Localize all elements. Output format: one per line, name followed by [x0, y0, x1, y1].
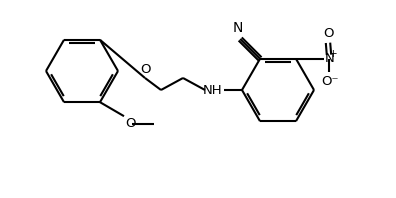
Text: N: N [233, 21, 244, 35]
Text: NH: NH [202, 84, 222, 96]
Text: O⁻: O⁻ [321, 75, 339, 88]
Text: N: N [325, 52, 335, 65]
Text: O: O [323, 27, 333, 40]
Text: O: O [140, 63, 150, 76]
Text: +: + [329, 49, 337, 59]
Text: O: O [125, 117, 135, 130]
